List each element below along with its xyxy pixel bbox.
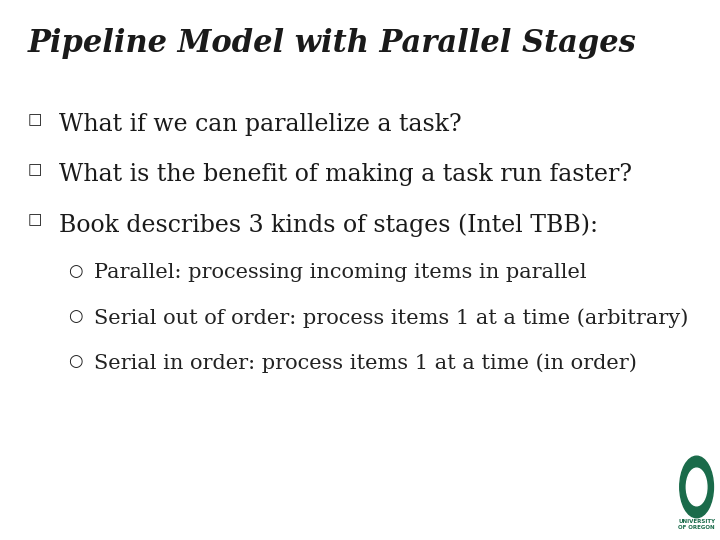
Text: What is the benefit of making a task run faster?: What is the benefit of making a task run…: [59, 163, 632, 186]
Text: 9: 9: [644, 514, 654, 528]
Text: □: □: [27, 113, 42, 127]
Text: Pipeline Model with Parallel Stages: Pipeline Model with Parallel Stages: [27, 28, 636, 58]
Text: What if we can parallelize a task?: What if we can parallelize a task?: [59, 113, 462, 136]
Text: Book describes 3 kinds of stages (Intel TBB):: Book describes 3 kinds of stages (Intel …: [59, 213, 598, 237]
Text: □: □: [27, 213, 42, 227]
Text: UNIVERSITY
OF OREGON: UNIVERSITY OF OREGON: [678, 519, 715, 530]
Text: ○: ○: [68, 308, 83, 325]
Text: Parallel: processing incoming items in parallel: Parallel: processing incoming items in p…: [94, 263, 586, 282]
Circle shape: [680, 456, 714, 518]
Text: Serial in order: process items 1 at a time (in order): Serial in order: process items 1 at a ti…: [94, 353, 636, 373]
Text: ○: ○: [68, 263, 83, 280]
Text: □: □: [27, 163, 42, 177]
Text: ○: ○: [68, 353, 83, 370]
Text: Serial out of order: process items 1 at a time (arbitrary): Serial out of order: process items 1 at …: [94, 308, 688, 328]
Text: Introduction to Parallel Computing, University of Oregon, IPCC: Introduction to Parallel Computing, Univ…: [11, 516, 369, 525]
Circle shape: [686, 468, 707, 506]
Text: Lecture 10 – Pipeline: Lecture 10 – Pipeline: [300, 516, 420, 525]
